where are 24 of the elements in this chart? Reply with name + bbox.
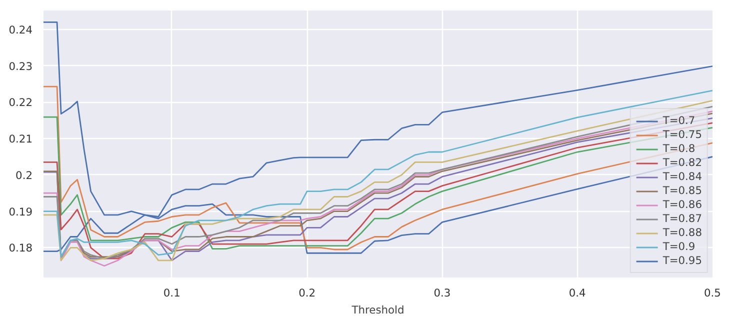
y-tick-label: 0.24	[8, 23, 33, 36]
legend-label: T=0.7	[662, 114, 696, 127]
legend-label: T=0.86	[662, 198, 702, 211]
legend-label: T=0.95	[662, 254, 702, 267]
legend-label: T=0.8	[662, 142, 696, 155]
x-axis-title: Threshold	[350, 304, 404, 316]
x-tick-label: 0.2	[298, 286, 316, 300]
legend-label: T=0.85	[662, 184, 702, 197]
y-tick-label: 0.21	[8, 132, 33, 146]
y-tick-label: 0.19	[8, 205, 33, 218]
y-tick-label: 0.2	[16, 168, 33, 182]
y-tick-label: 0.18	[8, 242, 33, 255]
legend-label: T=0.84	[662, 170, 702, 183]
legend-label: T=0.88	[662, 226, 702, 239]
legend-label: T=0.9	[662, 240, 696, 253]
x-tick-label: 0.5	[704, 286, 721, 300]
x-tick-label: 0.1	[163, 286, 180, 300]
x-tick-label: 0.4	[568, 286, 586, 300]
legend-label: T=0.87	[662, 212, 702, 225]
x-tick-label: 0.3	[434, 286, 451, 300]
legend-label: T=0.75	[662, 128, 702, 141]
y-tick-label: 0.23	[8, 60, 33, 73]
y-tick-label: 0.22	[8, 96, 33, 110]
legend-label: T=0.82	[662, 156, 702, 169]
